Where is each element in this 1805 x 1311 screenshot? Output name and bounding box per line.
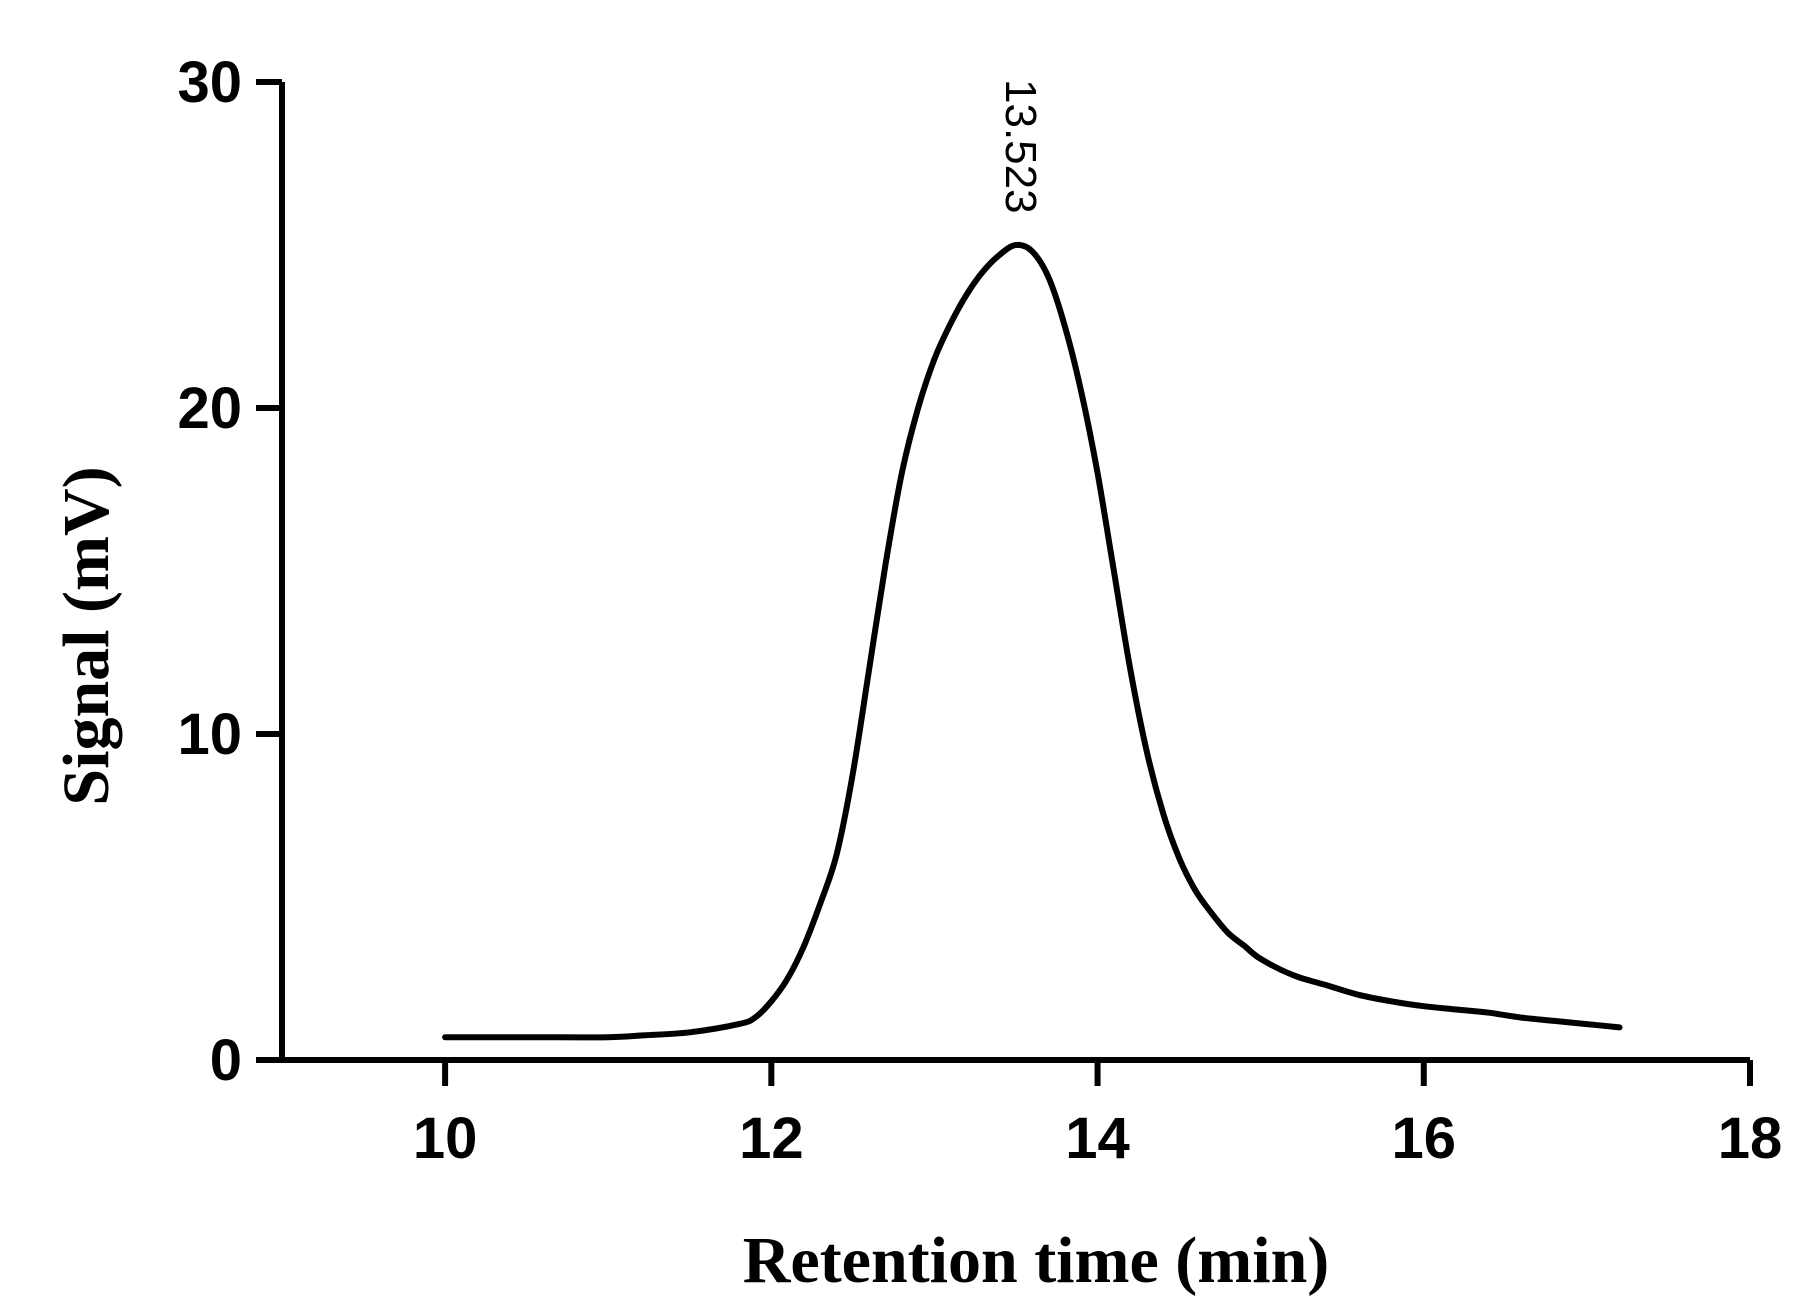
peak-label: 13.523	[996, 79, 1045, 214]
y-tick-label: 30	[177, 50, 242, 115]
signal-trace	[442, 241, 1623, 1041]
x-tick-label: 10	[413, 1106, 478, 1171]
x-tick-label: 14	[1065, 1106, 1130, 1171]
y-tick-label: 0	[210, 1028, 242, 1093]
axes	[279, 82, 1750, 1063]
y-tick-label: 10	[177, 702, 242, 767]
tick-labels: 10 12 14 16 18 0 10 20 30	[177, 50, 1782, 1171]
y-tick-label: 20	[177, 376, 242, 441]
x-axis-title: Retention time (min)	[743, 1224, 1330, 1297]
x-tick-label: 16	[1392, 1106, 1457, 1171]
x-tick-label: 12	[739, 1106, 804, 1171]
y-axis-title: Signal (mV)	[50, 466, 123, 805]
tick-marks	[256, 79, 1753, 1086]
annotations: 13.523	[996, 79, 1045, 214]
x-tick-label: 18	[1718, 1106, 1783, 1171]
